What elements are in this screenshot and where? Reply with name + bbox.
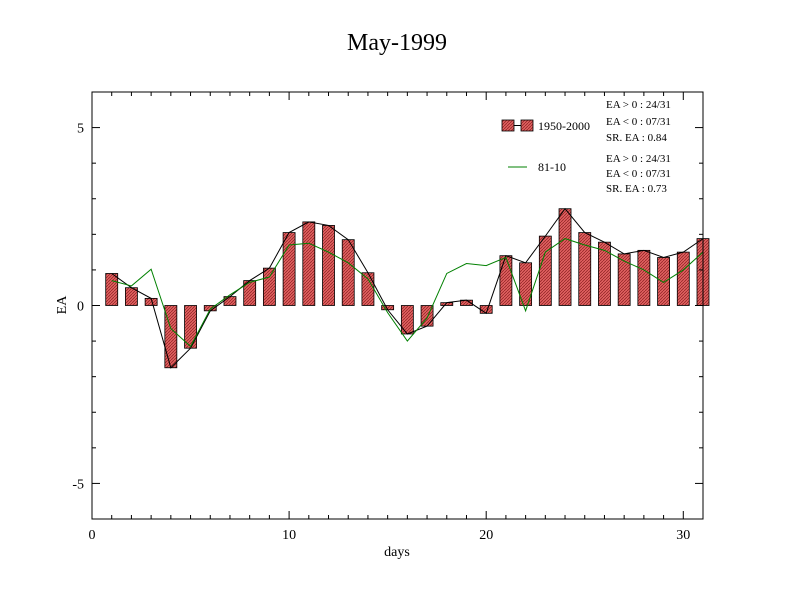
legend-bar-swatch-right — [520, 119, 534, 132]
bar-day-11 — [302, 221, 316, 306]
bar-day-5 — [184, 305, 197, 349]
y-axis-label: EA — [55, 295, 70, 315]
bar-day-9 — [262, 267, 276, 306]
bar-day-27 — [617, 253, 631, 306]
stats-2-negative: EA < 0 : 07/31 — [606, 168, 671, 180]
bar-day-21 — [499, 255, 513, 306]
stats-2-sr: SR. EA : 0.73 — [606, 183, 667, 195]
bar-day-29 — [657, 257, 670, 306]
bar-day-10 — [282, 232, 296, 306]
chart-title: May-1999 — [347, 30, 447, 56]
x-axis-label: days — [384, 545, 410, 560]
series-line-1950-2000 — [111, 207, 704, 369]
y-tick-label-5: 5 — [77, 122, 84, 137]
bar-day-16 — [400, 305, 414, 335]
bar-day-24 — [558, 208, 572, 306]
legend: 1950-2000 81-10 EA > 0 : 24/31 EA < 0 : … — [501, 99, 671, 195]
stats-1-positive: EA > 0 : 24/31 — [606, 99, 671, 111]
x-tick-label-0: 0 — [89, 528, 96, 543]
legend-entry-1950-2000: 1950-2000 — [501, 119, 590, 133]
bar-day-28 — [637, 249, 651, 306]
bar-day-12 — [322, 225, 335, 306]
legend-entry-81-10: 81-10 — [508, 160, 566, 174]
bar-group — [105, 208, 710, 369]
bar-day-30 — [676, 251, 690, 306]
legend-label-1950-2000: 1950-2000 — [538, 119, 590, 133]
bar-day-26 — [598, 241, 611, 306]
bar-day-23 — [538, 235, 552, 306]
legend-bar-swatch-left — [501, 119, 515, 132]
axis-ticks: 0 10 20 30 -5 0 5 — [72, 91, 704, 543]
bar-day-1 — [105, 273, 119, 306]
y-tick-label-0: 0 — [77, 300, 84, 315]
line-group — [111, 207, 704, 369]
x-tick-label-30: 30 — [676, 528, 690, 543]
legend-label-81-10: 81-10 — [538, 160, 566, 174]
x-tick-label-20: 20 — [479, 528, 493, 543]
bar-day-13 — [341, 239, 355, 306]
stats-2-positive: EA > 0 : 24/31 — [606, 153, 671, 165]
y-tick-label--5: -5 — [72, 477, 84, 492]
stats-1-sr: SR. EA : 0.84 — [606, 132, 667, 144]
series-line-81-10 — [111, 238, 704, 348]
bar-day-14 — [361, 272, 375, 306]
x-tick-label-10: 10 — [282, 528, 296, 543]
stats-1-negative: EA < 0 : 07/31 — [606, 116, 671, 128]
